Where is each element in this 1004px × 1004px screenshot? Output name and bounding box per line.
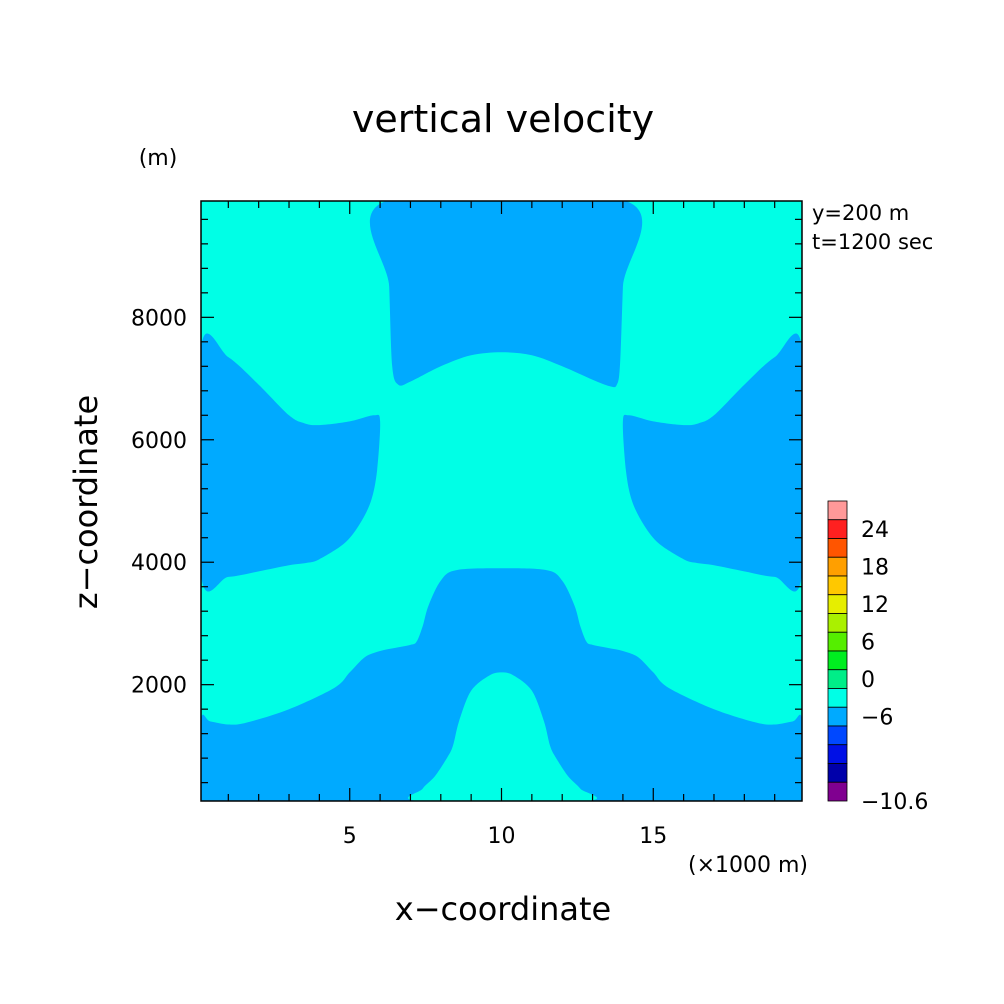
colorbar-swatch	[827, 744, 848, 764]
x-tick-label: 10	[488, 824, 516, 849]
contour-region-2	[201, 333, 381, 592]
y-unit-label: (m)	[139, 146, 178, 171]
colorbar-swatch	[827, 650, 848, 671]
colorbar-swatch	[827, 781, 848, 802]
colorbar-swatch	[827, 594, 848, 614]
colorbar-swatch	[827, 519, 848, 539]
y-tick-label: 6000	[131, 429, 187, 454]
x-tick-label: 5	[343, 824, 357, 849]
colorbar-label: 18	[861, 556, 889, 581]
colorbar-swatch	[827, 613, 848, 633]
x-axis-label: x−coordinate	[395, 890, 611, 928]
y-tick-label: 4000	[131, 551, 187, 576]
plot-frame	[200, 200, 803, 802]
axis-ticks	[201, 201, 802, 801]
colorbar-swatch	[827, 500, 848, 521]
colorbar-swatch	[827, 688, 848, 708]
colorbar-label: −10.6	[861, 790, 928, 815]
colorbar-swatch	[827, 669, 848, 689]
plot-area	[200, 200, 803, 802]
colorbar	[827, 500, 848, 802]
contour-region-5	[408, 672, 597, 801]
y-tick-label: 2000	[131, 674, 187, 699]
y-tick-label: 8000	[131, 306, 187, 331]
annotation-time: t=1200 sec	[812, 230, 933, 254]
colorbar-label: 6	[861, 631, 875, 656]
annotation-y-position: y=200 m	[812, 201, 909, 225]
colorbar-swatch	[827, 706, 848, 727]
contour-region-group	[201, 201, 802, 801]
colorbar-swatch	[827, 763, 848, 783]
tick-labels: 5 10 15 2000 4000 6000 8000	[131, 306, 667, 849]
x-unit-label: (×1000 m)	[688, 853, 808, 878]
y-axis-label: z−coordinate	[67, 395, 105, 609]
colorbar-label: 0	[861, 668, 875, 693]
colorbar-swatch	[827, 725, 848, 746]
chart-title: vertical velocity	[352, 97, 654, 141]
colorbar-swatch	[827, 575, 848, 596]
colorbar-labels: 24 18 12 6 0 −6 −10.6	[861, 518, 928, 815]
x-tick-label: 15	[639, 824, 667, 849]
colorbar-label: −6	[861, 706, 893, 731]
colorbar-swatch	[827, 631, 848, 652]
colorbar-label: 24	[861, 518, 889, 543]
colorbar-swatch	[827, 538, 848, 558]
contour-region-3	[622, 333, 802, 592]
colorbar-label: 12	[861, 593, 889, 618]
contour-region-1	[369, 201, 643, 388]
colorbar-swatch	[827, 556, 848, 577]
contour-regions	[201, 201, 802, 801]
